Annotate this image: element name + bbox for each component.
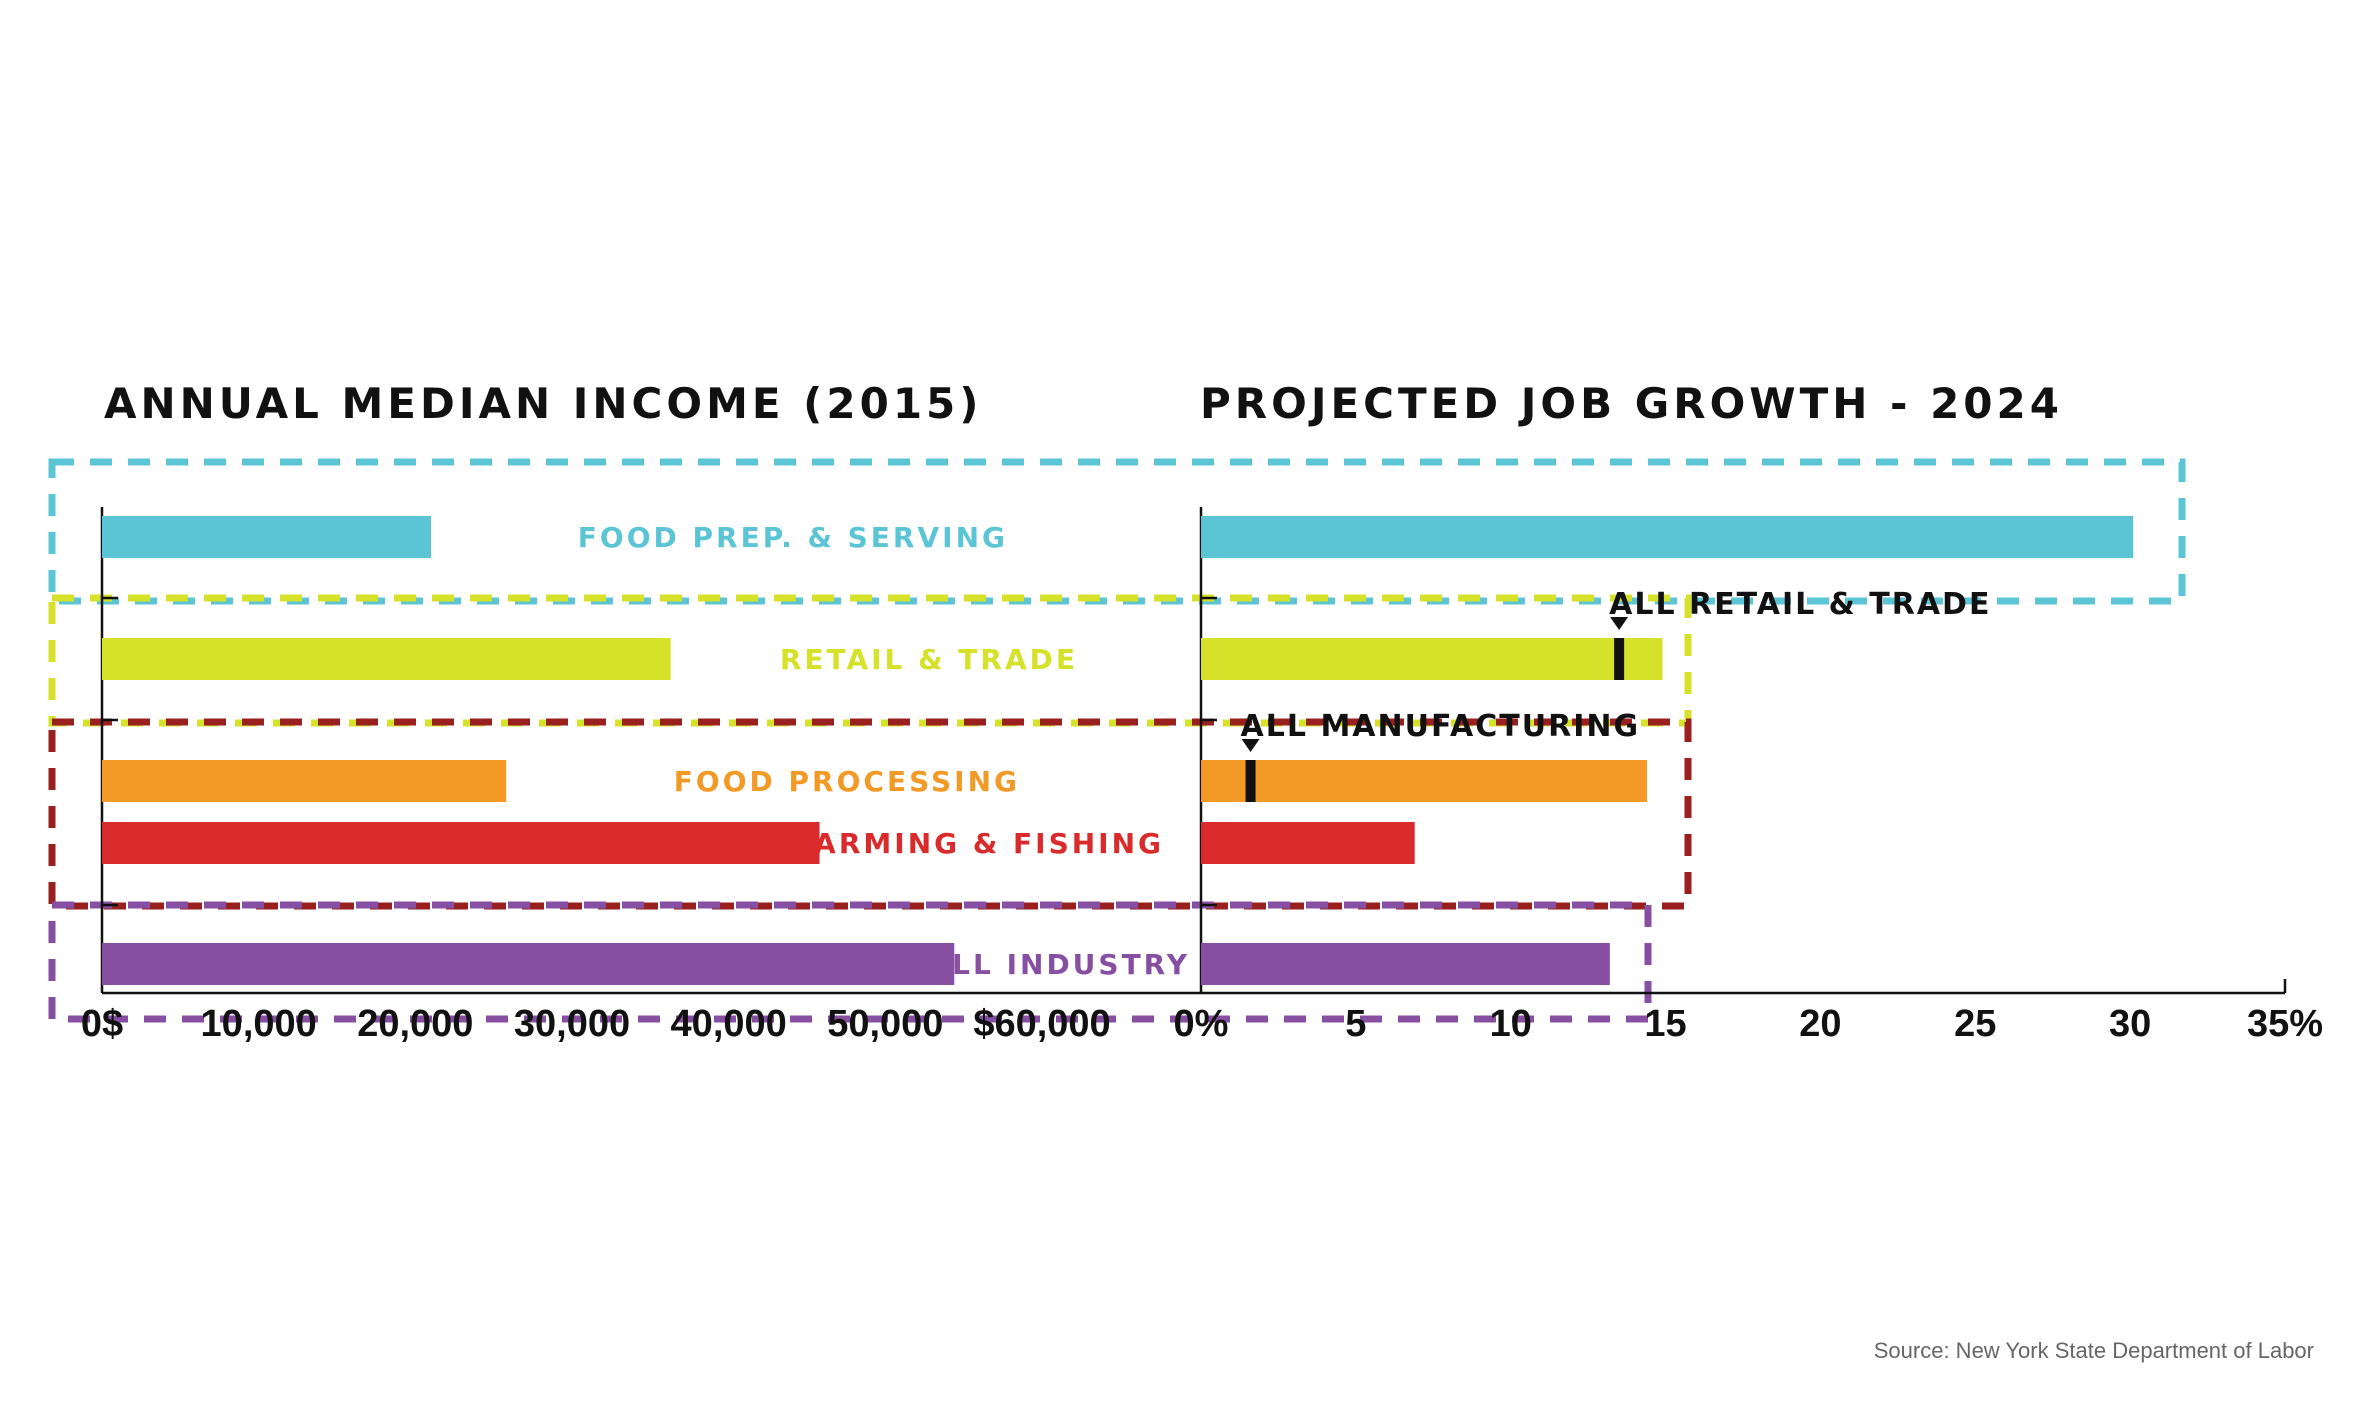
marker-line-0 [1614, 638, 1625, 680]
income-tick-label-5: 50,000 [827, 1003, 943, 1045]
growth-tick-label-2: 10 [1490, 1003, 1532, 1045]
source-note: Source: New York State Department of Lab… [1874, 1338, 2314, 1363]
marker-label-0: ALL RETAIL & TRADE [1609, 587, 1991, 622]
marker-arrow-1 [1241, 739, 1260, 752]
income-bar-retail-trade [102, 638, 671, 680]
growth-chart-title: PROJECTED JOB GROWTH - 2024 [1200, 379, 2063, 428]
growth-bar-farming-fishing [1201, 822, 1415, 864]
axes [100, 507, 2287, 995]
category-label-food-processing: FOOD PROCESSING [674, 765, 1020, 798]
group-boxes [48, 458, 2186, 1023]
growth-tick-label-3: 15 [1644, 1003, 1686, 1045]
category-label-all-industry: ALL INDUSTRY [927, 948, 1190, 981]
growth-tick-label-1: 5 [1345, 1003, 1366, 1045]
growth-tick-label-4: 20 [1799, 1003, 1841, 1045]
food-prep-group-box [48, 458, 2186, 605]
bars [102, 516, 2134, 985]
retail-group-box [48, 594, 1692, 727]
income-tick-label-4: 40,000 [671, 1003, 787, 1045]
income-bar-food-prep [102, 516, 431, 558]
growth-tick-label-5: 25 [1954, 1003, 1996, 1045]
income-bar-all-industry [102, 943, 955, 985]
marker-line-1 [1245, 760, 1256, 802]
marker-label-1: ALL MANUFACTURING [1241, 709, 1641, 744]
labels: 0$ 10,000 20,000 30,000 40,000 50,000 $60,000 0… [81, 521, 2323, 1045]
income-tick-label-2: 20,000 [357, 1003, 473, 1045]
manufacturing-group-box [48, 718, 1692, 910]
income-tick-label-0: 0$ [81, 1003, 123, 1045]
growth-tick-label-0: 0% [1174, 1003, 1229, 1045]
income-tick-label-6: $60,000 [973, 1003, 1110, 1045]
income-tick-label-1: 10,000 [201, 1003, 317, 1045]
growth-tick-label-6: 30 [2109, 1003, 2151, 1045]
income-bar-food-processing [102, 760, 507, 802]
income-chart-title: ANNUAL MEDIAN INCOME (2015) [104, 379, 982, 428]
growth-bar-food-prep [1201, 516, 2134, 558]
category-label-retail-trade: RETAIL & TRADE [780, 643, 1078, 676]
income-bar-farming-fishing [102, 822, 820, 864]
growth-bar-food-processing [1201, 760, 1647, 802]
category-label-food-prep: FOOD PREP. & SERVING [578, 521, 1008, 554]
growth-bar-all-industry [1201, 943, 1610, 985]
growth-bar-retail-trade [1201, 638, 1663, 680]
all-industry-group-box [48, 901, 1652, 1023]
category-label-farming-fishing: FARMING & FISHING [795, 827, 1164, 860]
income-tick-label-3: 30,000 [514, 1003, 630, 1045]
growth-tick-label-7: 35% [2247, 1003, 2323, 1045]
marker-arrow-0 [1610, 617, 1629, 630]
